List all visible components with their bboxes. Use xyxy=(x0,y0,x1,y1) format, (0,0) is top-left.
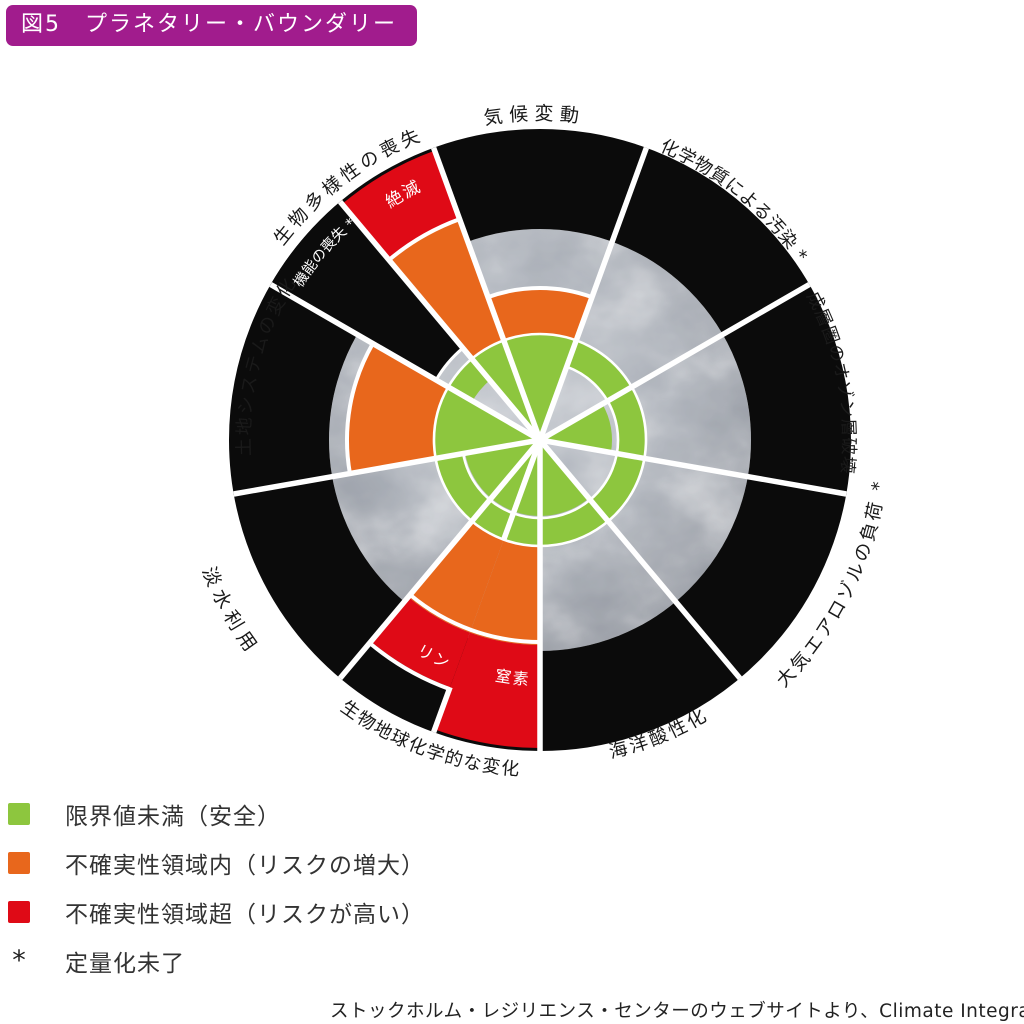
legend: 限界値未満（安全） 不確実性領域内（リスクの増大） 不確実性領域超（リスクが高い） *… xyxy=(8,802,425,998)
wedge-climate-change-orange xyxy=(488,287,592,341)
separator-arc-3 xyxy=(408,593,541,644)
wedge-phosphorus-orange xyxy=(408,521,504,633)
separator-arc-2 xyxy=(487,286,593,300)
legend-label: 不確実性領域内（リスクの増大） xyxy=(65,853,425,879)
wedge-freshwater-use-green xyxy=(465,440,540,499)
attribution-text: ストックホルム・レジリエンス・センターのウェブサイトより、Climate Int… xyxy=(330,1001,1024,1022)
wedge-extinction-green xyxy=(471,340,540,440)
sector-divider-260 xyxy=(233,437,541,497)
separator-arc-4 xyxy=(368,641,451,691)
sector-divider-100 xyxy=(539,437,847,497)
separator-arc-5 xyxy=(345,342,375,474)
wedge-ocean-acidification-green xyxy=(540,440,589,516)
legend-swatch-red xyxy=(8,901,30,923)
sector-divider-220 xyxy=(337,438,543,681)
separator-arc-7 xyxy=(387,217,461,262)
figure-title: 図5 プラネタリー・バウンダリー xyxy=(21,12,397,37)
wedge-land-system-change-orange xyxy=(347,343,449,474)
legend-swatch-green xyxy=(8,803,30,825)
wedge-functional-diversity-loss-black xyxy=(270,201,463,380)
legend-item: 限界値未満（安全） xyxy=(8,802,425,830)
legend-label: 限界値未満（安全） xyxy=(65,804,281,830)
sector-divider-20 xyxy=(537,146,649,441)
sector-divider-340 xyxy=(431,146,543,441)
wedge-phosphorus-red xyxy=(370,597,470,688)
wedge-ozone-depletion-green xyxy=(540,404,612,453)
legend-label: 不確実性領域超（リスクが高い） xyxy=(65,902,425,928)
label-outer-freshwater-use: 淡水利用 xyxy=(197,564,264,661)
legend-label: 定量化未了 xyxy=(65,951,185,977)
sector-divider-320 xyxy=(337,199,543,442)
sector-divider-300 xyxy=(269,282,542,443)
legend-item: 不確実性領域超（リスクが高い） xyxy=(8,900,425,928)
wedge-extinction-red xyxy=(342,150,460,260)
label-outer-climate-change: 気候変動 xyxy=(482,103,586,130)
sector-divider-60 xyxy=(538,282,811,443)
wedge-nitrogen-red xyxy=(434,632,540,748)
center-dot xyxy=(533,433,547,447)
figure-title-badge: 図5 プラネタリー・バウンダリー xyxy=(6,5,417,46)
sector-divider-140 xyxy=(537,438,743,681)
legend-swatch-orange xyxy=(8,852,30,874)
sector-divider-200 xyxy=(501,439,543,541)
legend-asterisk-marker: * xyxy=(12,945,26,976)
sector-divider-200 xyxy=(431,686,453,734)
legend-item: * 定量化未了 xyxy=(8,945,425,977)
wedge-climate-change-green xyxy=(503,334,577,440)
wedge-land-system-change-green xyxy=(433,387,540,459)
legend-item: 不確実性領域内（リスクの増大） xyxy=(8,851,425,879)
label-inner-nitrogen: 窒素 xyxy=(494,666,531,689)
wedge-extinction-orange xyxy=(388,219,504,359)
wedge-nitrogen-orange xyxy=(469,539,540,645)
